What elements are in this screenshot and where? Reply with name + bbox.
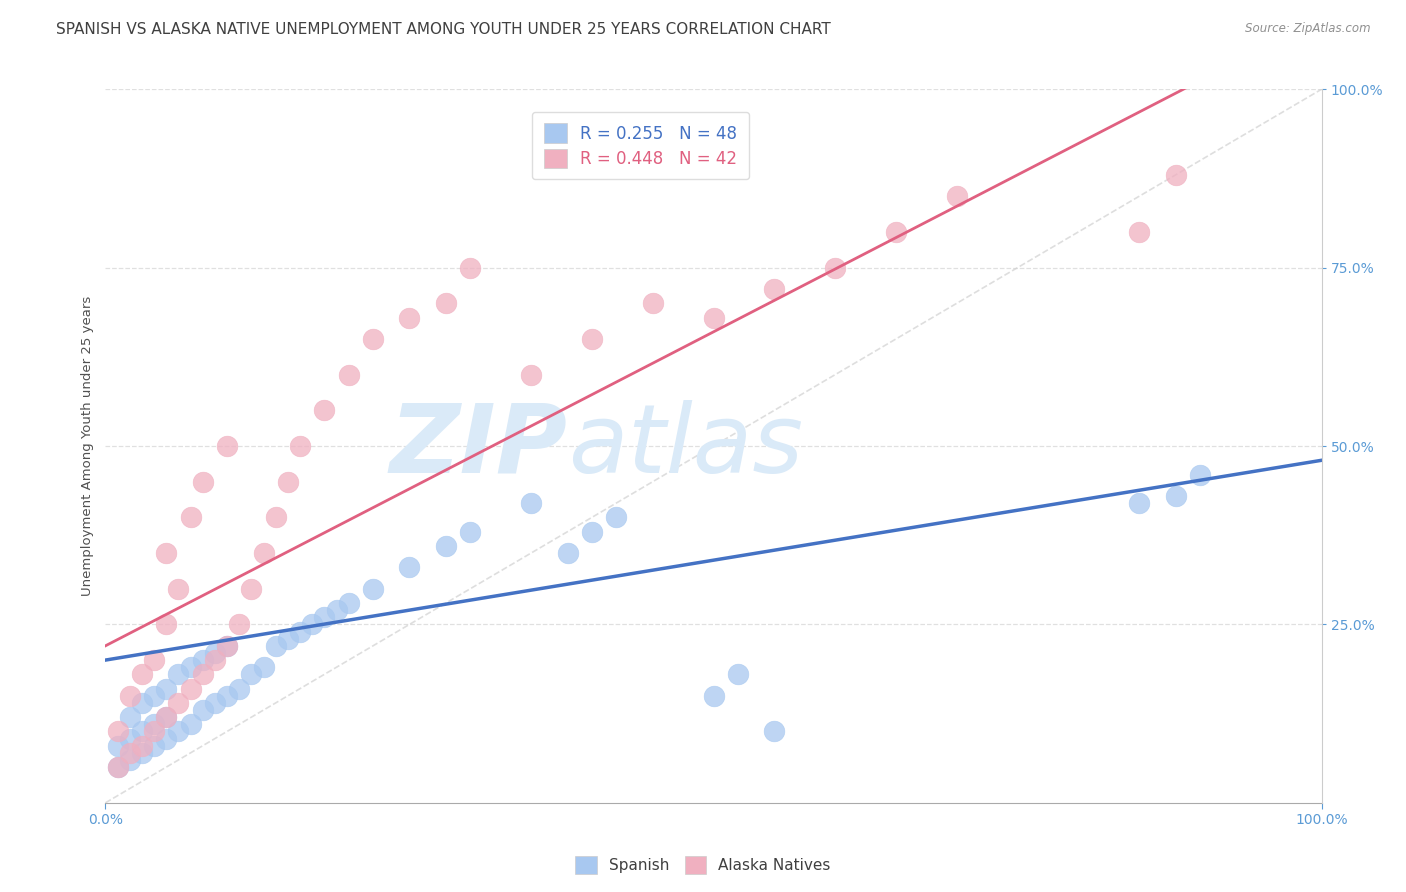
Legend: R = 0.255   N = 48, R = 0.448   N = 42: R = 0.255 N = 48, R = 0.448 N = 42	[531, 112, 749, 179]
Point	[118, 731, 141, 746]
Point	[288, 624, 311, 639]
Point	[118, 710, 141, 724]
Point	[167, 582, 190, 596]
Point	[217, 439, 239, 453]
Point	[107, 724, 129, 739]
Point	[1164, 168, 1187, 182]
Point	[520, 496, 543, 510]
Point	[143, 739, 166, 753]
Point	[167, 724, 190, 739]
Point	[1189, 467, 1212, 482]
Point	[458, 524, 481, 539]
Text: ZIP: ZIP	[389, 400, 568, 492]
Text: atlas: atlas	[568, 400, 803, 492]
Point	[581, 524, 603, 539]
Point	[228, 617, 250, 632]
Point	[325, 603, 347, 617]
Point	[641, 296, 664, 310]
Point	[434, 539, 457, 553]
Point	[277, 632, 299, 646]
Point	[264, 639, 287, 653]
Point	[217, 639, 239, 653]
Point	[398, 310, 420, 325]
Point	[191, 653, 214, 667]
Y-axis label: Unemployment Among Youth under 25 years: Unemployment Among Youth under 25 years	[82, 296, 94, 596]
Point	[702, 689, 725, 703]
Point	[520, 368, 543, 382]
Text: SPANISH VS ALASKA NATIVE UNEMPLOYMENT AMONG YOUTH UNDER 25 YEARS CORRELATION CHA: SPANISH VS ALASKA NATIVE UNEMPLOYMENT AM…	[56, 22, 831, 37]
Point	[107, 739, 129, 753]
Point	[264, 510, 287, 524]
Point	[458, 260, 481, 275]
Point	[155, 617, 177, 632]
Point	[361, 332, 384, 346]
Point	[131, 746, 153, 760]
Point	[155, 710, 177, 724]
Point	[763, 724, 786, 739]
Point	[252, 546, 274, 560]
Point	[155, 546, 177, 560]
Point	[118, 689, 141, 703]
Point	[180, 510, 202, 524]
Point	[107, 760, 129, 774]
Point	[131, 724, 153, 739]
Point	[763, 282, 786, 296]
Point	[288, 439, 311, 453]
Point	[945, 189, 967, 203]
Point	[240, 582, 263, 596]
Point	[143, 689, 166, 703]
Point	[1128, 496, 1150, 510]
Point	[180, 660, 202, 674]
Point	[204, 653, 226, 667]
Point	[277, 475, 299, 489]
Point	[252, 660, 274, 674]
Point	[131, 696, 153, 710]
Point	[824, 260, 846, 275]
Point	[314, 610, 336, 624]
Point	[191, 475, 214, 489]
Point	[228, 681, 250, 696]
Point	[314, 403, 336, 417]
Point	[107, 760, 129, 774]
Point	[180, 681, 202, 696]
Point	[155, 731, 177, 746]
Legend: Spanish, Alaska Natives: Spanish, Alaska Natives	[569, 850, 837, 880]
Point	[180, 717, 202, 731]
Point	[884, 225, 907, 239]
Point	[204, 646, 226, 660]
Point	[143, 653, 166, 667]
Point	[131, 667, 153, 681]
Point	[167, 696, 190, 710]
Point	[1128, 225, 1150, 239]
Point	[337, 596, 360, 610]
Point	[155, 681, 177, 696]
Point	[1164, 489, 1187, 503]
Point	[301, 617, 323, 632]
Point	[361, 582, 384, 596]
Point	[727, 667, 749, 681]
Point	[702, 310, 725, 325]
Point	[217, 689, 239, 703]
Point	[118, 746, 141, 760]
Point	[155, 710, 177, 724]
Point	[167, 667, 190, 681]
Point	[191, 703, 214, 717]
Point	[143, 717, 166, 731]
Point	[118, 753, 141, 767]
Point	[557, 546, 579, 560]
Point	[131, 739, 153, 753]
Text: Source: ZipAtlas.com: Source: ZipAtlas.com	[1246, 22, 1371, 36]
Point	[240, 667, 263, 681]
Point	[204, 696, 226, 710]
Point	[217, 639, 239, 653]
Point	[581, 332, 603, 346]
Point	[191, 667, 214, 681]
Point	[143, 724, 166, 739]
Point	[398, 560, 420, 574]
Point	[434, 296, 457, 310]
Point	[605, 510, 627, 524]
Point	[337, 368, 360, 382]
